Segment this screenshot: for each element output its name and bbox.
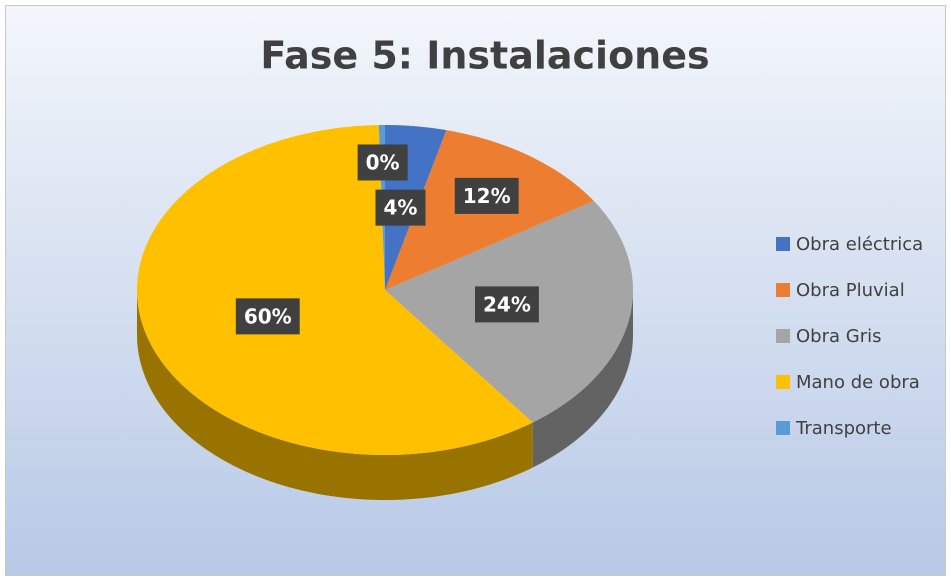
legend-swatch (776, 329, 790, 343)
legend-label: Obra eléctrica (796, 234, 923, 255)
legend-label: Transporte (795, 418, 892, 439)
data-label: 0% (366, 150, 400, 174)
legend-label: Obra Pluvial (796, 280, 905, 301)
data-label: 4% (383, 196, 417, 220)
pie-sides (137, 290, 633, 500)
chart-title: Fase 5: Instalaciones (260, 34, 709, 78)
legend-swatch (776, 283, 790, 297)
legend-swatch (776, 421, 790, 435)
legend-swatch (776, 375, 790, 389)
legend-swatch (776, 237, 790, 251)
legend-label: Mano de obra (796, 372, 920, 393)
data-label-box (375, 189, 426, 226)
data-label: 12% (463, 184, 511, 208)
data-label-box (475, 286, 539, 323)
pie-slice-side (137, 290, 533, 500)
pie-slice (137, 125, 533, 456)
legend-label: Obra Gris (796, 326, 881, 347)
data-label-box (357, 144, 408, 181)
data-labels: 4% 12% 24% 60% 0% (235, 144, 539, 335)
data-label: 24% (483, 292, 531, 316)
data-label-box (235, 298, 300, 335)
legend: Obra eléctrica Obra Pluvial Obra Gris Mano … (776, 234, 923, 439)
data-label: 60% (244, 304, 292, 328)
data-label-box (454, 177, 519, 214)
pie-slice-side (532, 290, 633, 468)
